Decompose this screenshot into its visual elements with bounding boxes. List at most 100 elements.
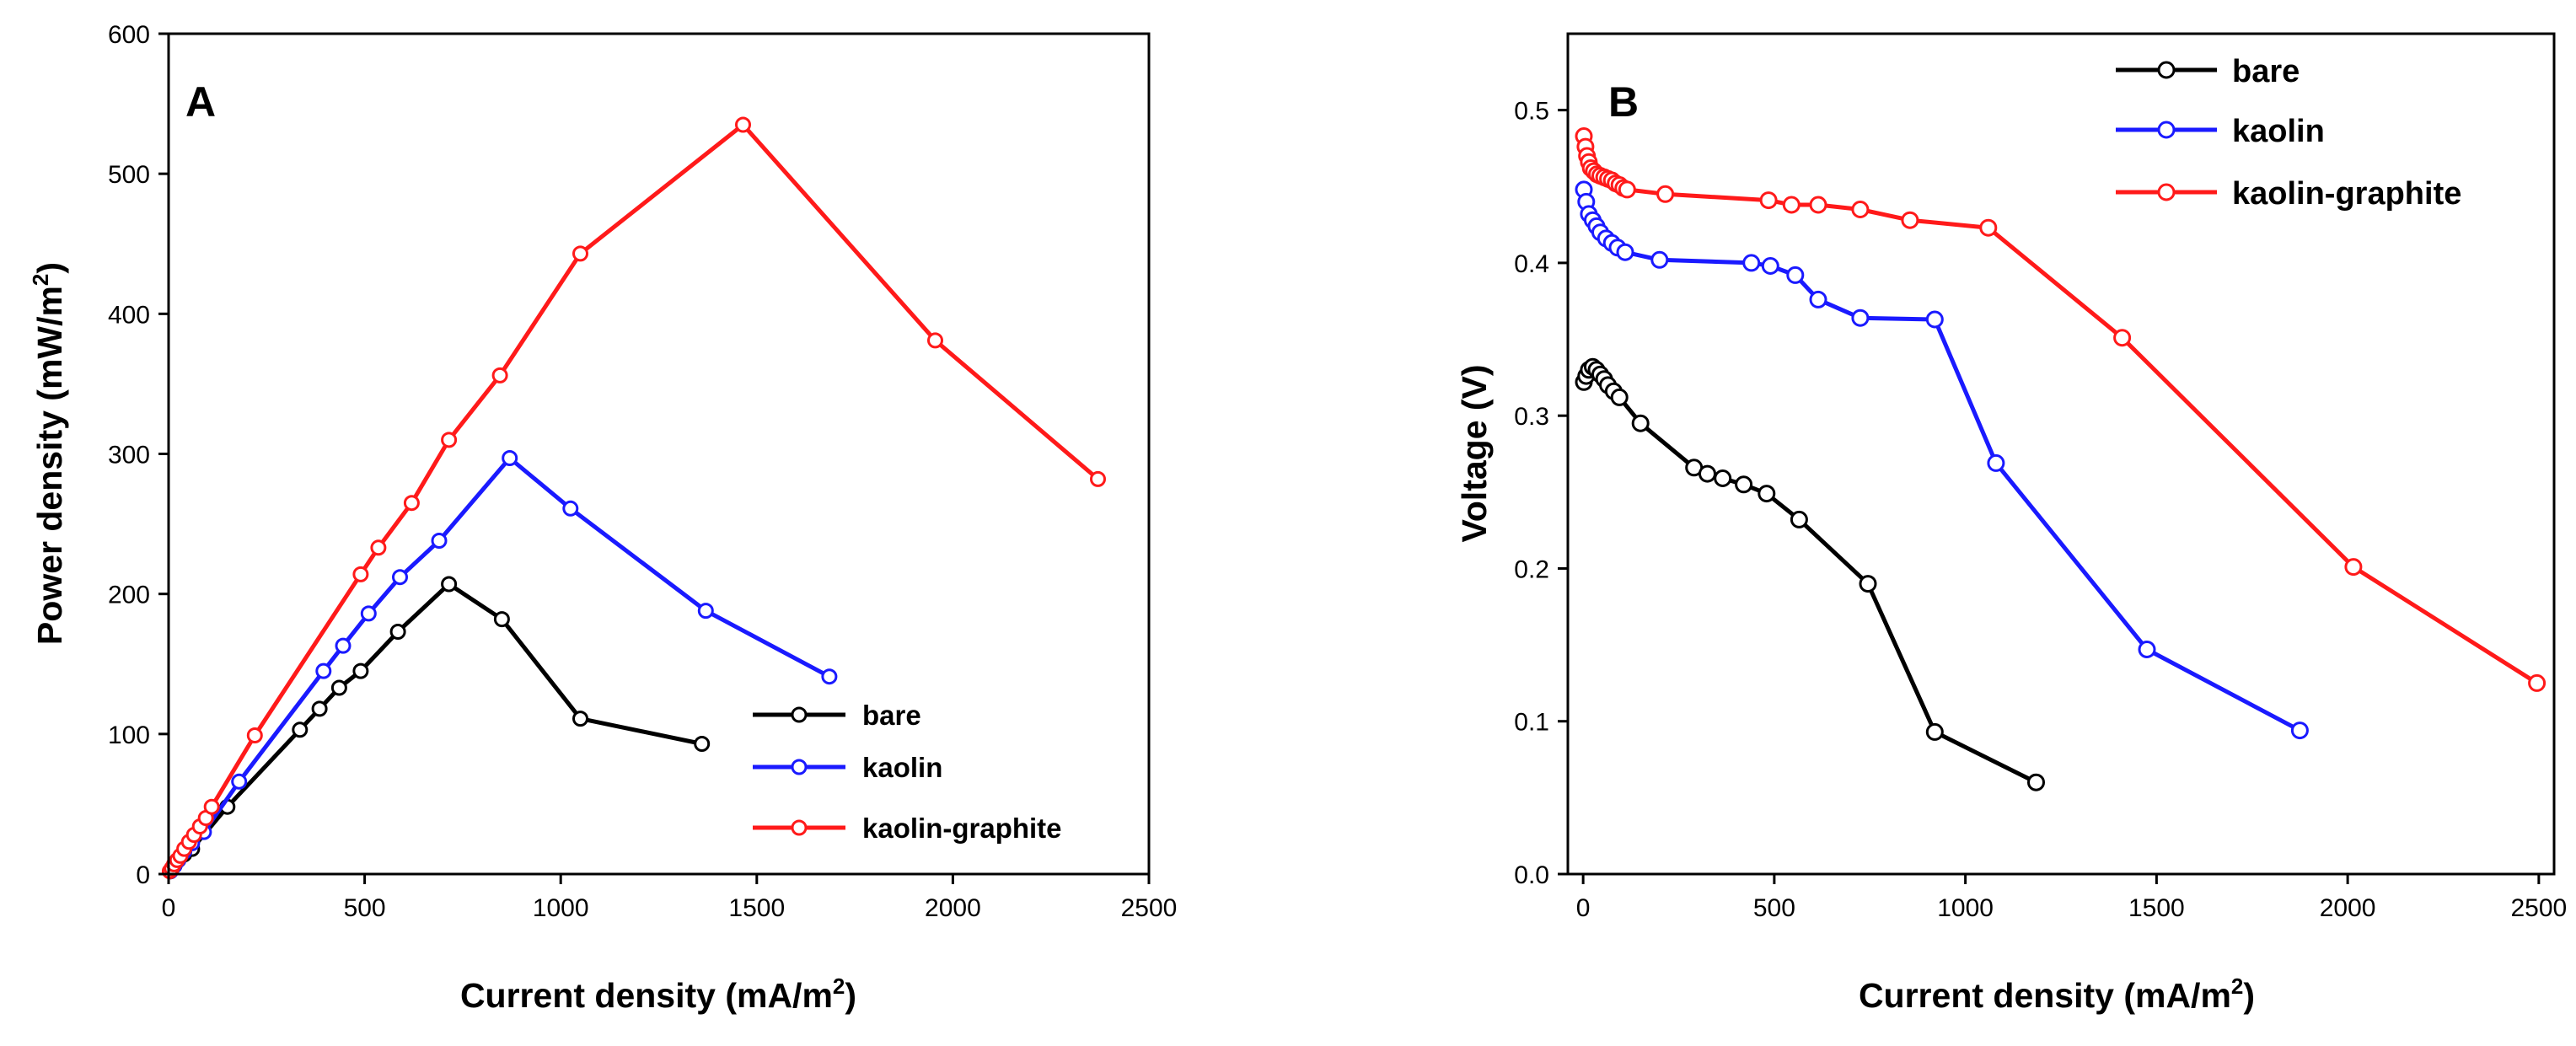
chart-a-legend: bare kaolin kaolin-graphite	[753, 700, 1062, 844]
chart-b-series-layer	[1575, 127, 2546, 791]
chart-a-point-kaolin	[502, 450, 518, 466]
chart-b-point-bare	[1925, 722, 1944, 741]
chart-b-x-tick-label: 2000	[2320, 894, 2376, 922]
chart-a-y-tick-label: 500	[108, 161, 150, 189]
chart-a-x-tick-label: 2500	[1121, 894, 1178, 922]
chart-b-y-tick-label: 0.0	[1514, 861, 1549, 889]
chart-a-point-kaolin-graphite	[441, 432, 458, 448]
chart-a-ticks: 0 500 1000 1500 2000 2500 0 100 200 300 400 500 600	[108, 21, 1177, 922]
chart-a-point-kaolin-graphite	[370, 539, 387, 556]
chart-a-point-bare	[441, 576, 458, 593]
chart-b-legend-label-kaolin: kaolin	[2232, 114, 2325, 149]
chart-b-y-tick-label: 0.4	[1514, 250, 1549, 278]
chart-b-ticks: 0 500 1000 1500 2000 2500 0.0 0.1 0.2 0.3 0.4 0.5	[1514, 98, 2567, 922]
chart-b-legend: bare kaolin kaolin-graphite	[2116, 54, 2461, 212]
chart-a-legend-item-kaolin-graphite: kaolin-graphite	[753, 813, 1062, 844]
chart-b-point-kaolin-graphite	[1979, 218, 1998, 237]
chart-a-legend-marker-bare	[791, 706, 808, 723]
chart-b-x-tick-label: 1500	[2128, 894, 2185, 922]
chart-b-point-kaolin	[1925, 310, 1944, 329]
chart-b-point-kaolin-graphite	[1782, 196, 1801, 214]
chart-panel-a: 0 500 1000 1500 2000 25000100200300400500600 …	[28, 21, 1177, 1015]
chart-a-y-tick-label: 100	[108, 721, 150, 749]
chart-a-point-bare	[493, 611, 510, 628]
chart-b-point-kaolin-graphite	[1656, 185, 1675, 203]
chart-a-point-kaolin	[231, 773, 248, 790]
chart-b-point-kaolin-graphite	[2344, 558, 2363, 577]
chart-b-point-kaolin-graphite	[1618, 180, 1636, 199]
chart-a-point-bare	[352, 662, 369, 679]
chart-a-point-kaolin	[821, 668, 838, 685]
chart-b-point-kaolin-graphite	[1759, 191, 1778, 210]
chart-a-x-tick-label: 2000	[925, 894, 981, 922]
chart-a-point-kaolin-graphite	[403, 495, 420, 512]
chart-b-point-kaolin	[1761, 257, 1779, 275]
chart-a-plot-frame	[167, 32, 1151, 876]
chart-a-point-kaolin	[315, 662, 332, 679]
chart-a-series-line-bare	[169, 582, 703, 873]
chart-a-point-bare	[694, 736, 711, 752]
chart-b-point-kaolin-graphite	[2113, 329, 2132, 347]
chart-a-point-bare	[311, 700, 328, 717]
chart-b-legend-item-kaolin-graphite: kaolin-graphite	[2116, 176, 2461, 212]
chart-a-point-kaolin	[697, 603, 714, 620]
chart-a-point-bare	[292, 721, 309, 738]
chart-b-point-bare	[1790, 510, 1808, 528]
chart-b-series-line-bare	[1581, 364, 2037, 785]
chart-a-point-kaolin-graphite	[735, 116, 751, 133]
chart-a-x-tick-label: 0	[162, 894, 176, 922]
chart-a-point-kaolin	[335, 637, 352, 654]
chart-b-x-tick-label: 0	[1576, 894, 1591, 922]
chart-a-y-tick-label: 0	[136, 861, 150, 889]
chart-b-point-bare	[1735, 475, 1753, 494]
chart-a-x-tick-label: 500	[344, 894, 386, 922]
chart-a-legend-item-kaolin: kaolin	[753, 752, 942, 783]
chart-b-point-kaolin-graphite	[1901, 211, 1919, 229]
chart-b-point-bare	[1699, 464, 1716, 483]
chart-a-point-kaolin-graphite	[203, 798, 220, 815]
chart-a-legend-marker-kaolin-graphite	[791, 819, 808, 836]
chart-b-point-bare	[2027, 773, 2045, 791]
chart-b-point-bare	[1714, 469, 1732, 487]
chart-a-point-kaolin-graphite	[927, 332, 943, 349]
chart-b-series-line-kaolin-graphite	[1581, 136, 2538, 685]
chart-a-series-line-kaolin	[169, 456, 831, 873]
chart-a-y-tick-label: 300	[108, 442, 150, 469]
chart-b-legend-marker-kaolin-graphite	[2157, 183, 2176, 201]
chart-b-point-bare	[1631, 414, 1650, 432]
chart-b-point-kaolin	[2290, 721, 2309, 740]
chart-a-legend-label-kaolin-graphite: kaolin-graphite	[862, 813, 1062, 844]
chart-a-legend-label-bare: bare	[862, 700, 921, 731]
chart-b-x-tick-label: 500	[1753, 894, 1795, 922]
chart-panel-b: 0 500 1000 1500 2000 2500 0.0 0.1 0.2 0.3 0.4 0.5 B…	[1455, 32, 2567, 1015]
chart-b-point-kaolin	[1742, 254, 1761, 272]
chart-b-point-kaolin	[1786, 266, 1805, 284]
chart-b-y-tick-label: 0.5	[1514, 98, 1549, 126]
chart-a-y-tick-label: 200	[108, 582, 150, 609]
chart-a-point-kaolin	[392, 569, 408, 586]
chart-a-legend-item-bare: bare	[753, 700, 921, 731]
chart-a-y-tick-label: 400	[108, 301, 150, 329]
chart-b-legend-label-kaolin-graphite: kaolin-graphite	[2232, 176, 2461, 212]
chart-a-point-kaolin	[431, 533, 448, 549]
chart-a-series-line-kaolin-graphite	[168, 122, 1100, 873]
chart-b-x-axis-title: Current density (mA/m2)	[1859, 974, 2255, 1015]
chart-b-legend-item-bare: bare	[2116, 54, 2300, 89]
chart-a-point-kaolin-graphite	[572, 245, 588, 262]
chart-a-point-kaolin-graphite	[491, 367, 508, 384]
chart-a-point-kaolin	[360, 605, 377, 622]
chart-b-y-tick-label: 0.3	[1514, 403, 1549, 431]
chart-b-point-kaolin	[1650, 250, 1669, 269]
chart-b-point-bare	[1610, 388, 1629, 406]
chart-a-point-bare	[389, 624, 406, 640]
chart-a-point-bare	[330, 679, 347, 696]
chart-b-legend-label-bare: bare	[2232, 54, 2300, 89]
chart-b-point-kaolin	[2138, 641, 2156, 658]
chart-b-x-tick-label: 1000	[1937, 894, 1994, 922]
chart-b-panel-letter: B	[1608, 78, 1639, 126]
chart-b-legend-marker-bare	[2157, 61, 2176, 79]
chart-b-point-bare	[1758, 485, 1776, 503]
chart-b-y-tick-label: 0.1	[1514, 709, 1549, 737]
chart-a-panel-letter: A	[185, 78, 216, 126]
